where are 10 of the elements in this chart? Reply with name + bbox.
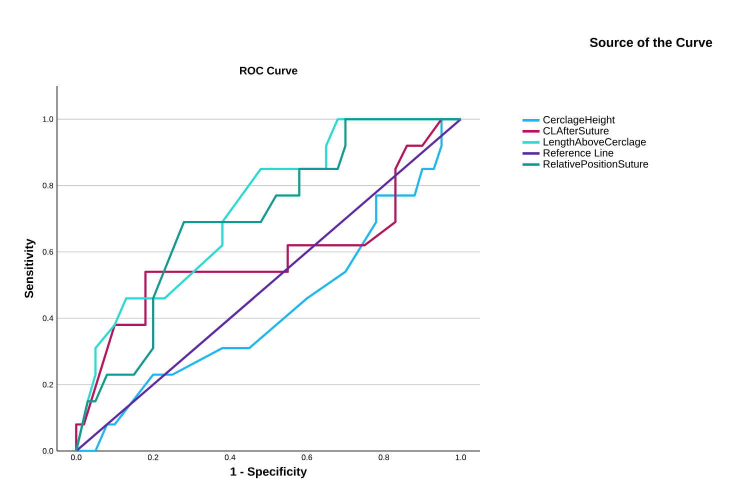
legend-label: RelativePositionSuture bbox=[544, 160, 648, 168]
legend-label: LengthAboveCerclage bbox=[544, 138, 646, 148]
legend-label: Reference Line bbox=[544, 148, 614, 157]
line-series bbox=[75, 118, 462, 451]
legend-title: Source of the Curve bbox=[590, 38, 712, 48]
y-axis-title: Sensitivity bbox=[24, 238, 36, 298]
legend-label: CerclageHeight bbox=[543, 116, 615, 126]
legend-label: CLAfterSuture bbox=[543, 126, 609, 134]
chart-title: ROC Curve bbox=[240, 66, 298, 75]
x-axis-title: 1 - Specificity bbox=[230, 467, 307, 478]
